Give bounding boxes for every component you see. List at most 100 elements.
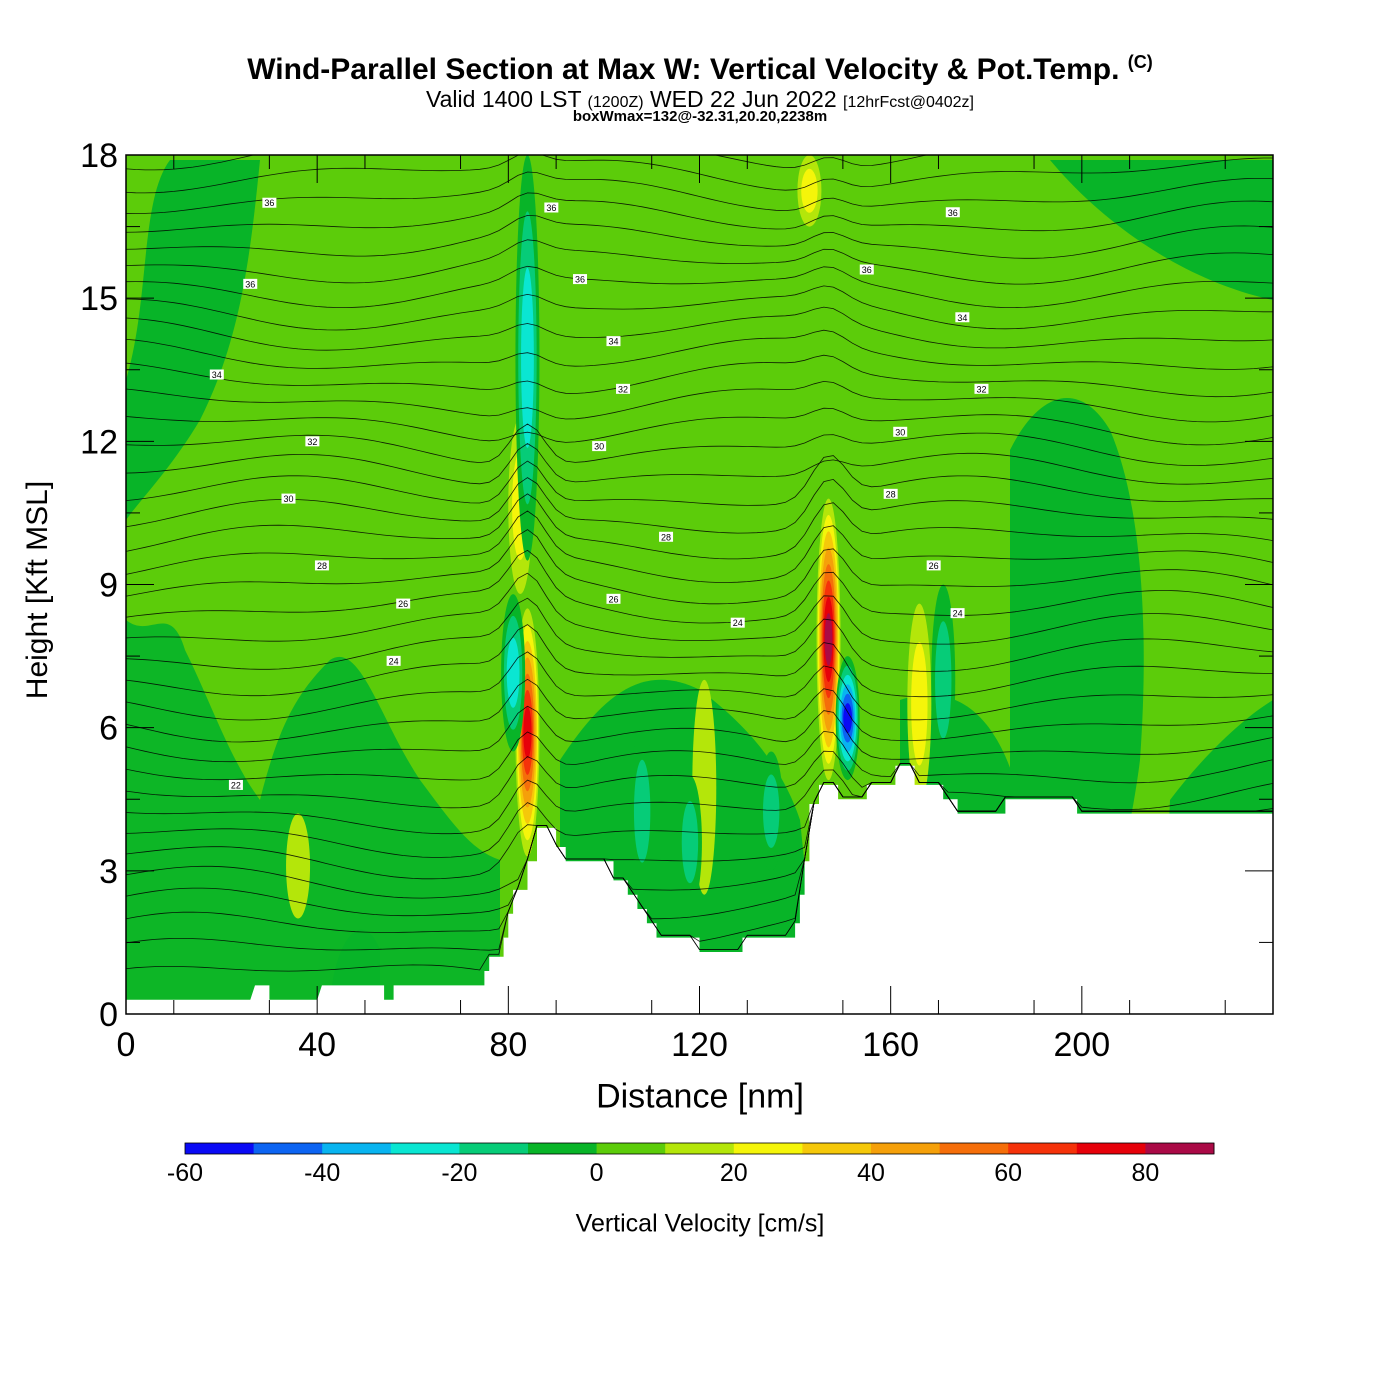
colorbar-swatch (390, 1143, 460, 1154)
contour-label-bg (955, 312, 970, 323)
contour-label-text: 30 (895, 427, 905, 437)
y-tick-label: 9 (99, 567, 118, 605)
contour-label-text: 36 (575, 275, 585, 285)
contour-label-bg (945, 207, 960, 218)
x-tick-label: 80 (489, 1026, 527, 1064)
contour-label-bg (228, 779, 243, 790)
theta-contour (126, 624, 1273, 698)
contour-label-bg (950, 608, 965, 619)
contour-label: 34 (606, 336, 621, 347)
contour-labels: 22 24 24 24 26 26 26 28 28 28 30 30 30 32 32 32 34 34 34 36… (209, 197, 989, 790)
downdraft-band (521, 267, 534, 448)
terrain (126, 765, 1273, 1014)
y-tick-label: 12 (80, 423, 118, 461)
contour-label-bg (730, 617, 745, 628)
chart-subtitle: Valid 1400 LST (1200Z) WED 22 Jun 2022 [… (426, 86, 974, 112)
y-tick-label: 0 (99, 996, 118, 1034)
colorbar-tick-label: -40 (304, 1159, 340, 1187)
contour-label-bg (974, 383, 989, 394)
theta-contour (126, 329, 1273, 370)
contour-label-bg (209, 369, 224, 380)
contour-label-text: 36 (862, 265, 872, 275)
contour-label-text: 36 (264, 198, 274, 208)
contour-label: 36 (262, 197, 277, 208)
plot-area: 22 24 24 24 26 26 26 28 28 28 30 30 30 32 32 32 34 34 34 36… (126, 155, 1273, 1014)
theta-contour (126, 763, 1273, 835)
downdraft-band (506, 637, 520, 708)
contour-label-bg (281, 493, 296, 504)
colorbar-swatch (528, 1143, 598, 1154)
contour-label: 26 (606, 593, 621, 604)
contour-label-bg (659, 531, 674, 542)
theta-contour (126, 407, 1273, 446)
theta-contour (126, 510, 1273, 583)
theta-contour (126, 380, 1273, 423)
contour-label: 24 (386, 655, 401, 666)
contour-label: 24 (950, 608, 965, 619)
theta-contour (126, 423, 1273, 466)
theta-contour (126, 443, 1273, 485)
contour-label-bg (314, 560, 329, 571)
colorbar-tick-label: 80 (1131, 1159, 1159, 1187)
contour-label-text: 32 (976, 384, 986, 394)
colorbar-tick-label: 60 (994, 1159, 1022, 1187)
contour-label: 30 (893, 426, 908, 437)
theta-contour (126, 214, 1273, 259)
contour-label-bg (262, 197, 277, 208)
theta-contour (126, 572, 1273, 645)
downdraft-band (681, 801, 699, 884)
box-wmax-note: boxWmax=132@-32.31,20.20,2238m (572, 108, 828, 125)
contour-label-bg (386, 655, 401, 666)
colorbar-swatch (665, 1143, 735, 1154)
contour-label-text: 24 (389, 656, 399, 666)
contour-label-text: 28 (886, 489, 896, 499)
contour-label: 24 (730, 617, 745, 628)
colorbar-swatch (459, 1143, 529, 1154)
y-tick-label: 6 (99, 710, 118, 748)
chart-title: Wind-Parallel Section at Max W: Vertical… (247, 52, 1153, 86)
colorbar-tick-label: 20 (720, 1159, 748, 1187)
contour-label: 28 (883, 488, 898, 499)
theta-contour (126, 171, 1273, 215)
contour-label: 28 (659, 531, 674, 542)
contour-label: 36 (945, 207, 960, 218)
contour-label-bg (396, 598, 411, 609)
contour-label-text: 34 (957, 313, 967, 323)
theta-contour (126, 265, 1273, 309)
x-tick-label: 160 (862, 1026, 919, 1064)
y-tick-label: 15 (80, 280, 118, 318)
colorbar-swatch (1008, 1143, 1078, 1154)
contour-label-text: 30 (283, 494, 293, 504)
contour-label: 36 (573, 274, 588, 285)
contour-label-text: 30 (594, 442, 604, 452)
colorbar-tick-label: -60 (167, 1159, 203, 1187)
colorbar-swatch (733, 1143, 803, 1154)
downdraft-band (935, 621, 952, 739)
contour-label-text: 34 (608, 337, 618, 347)
shade-region (126, 160, 260, 520)
contour-label: 28 (314, 560, 329, 571)
contour-label-bg (305, 436, 320, 447)
contour-label-text: 36 (245, 279, 255, 289)
contour-label-text: 36 (948, 208, 958, 218)
colorbar-tick-label: 0 (590, 1159, 604, 1187)
shade-region (1050, 160, 1273, 300)
contour-label: 26 (396, 598, 411, 609)
contour-label: 26 (926, 560, 941, 571)
contour-label-text: 28 (317, 561, 327, 571)
contour-label: 30 (592, 441, 607, 452)
contour-label-bg (573, 274, 588, 285)
theta-contour (126, 651, 1273, 721)
contour-label: 36 (859, 264, 874, 275)
contour-label-text: 32 (307, 437, 317, 447)
theta-contour (126, 455, 1273, 506)
y-axis-label: Height [Kft MSL] (21, 480, 54, 700)
contour-label: 32 (305, 436, 320, 447)
updraft-band (911, 642, 928, 766)
contour-label-bg (859, 264, 874, 275)
x-axis-label: Distance [nm] (596, 1077, 804, 1116)
contour-label-text: 32 (618, 384, 628, 394)
contour-label-text: 28 (661, 532, 671, 542)
